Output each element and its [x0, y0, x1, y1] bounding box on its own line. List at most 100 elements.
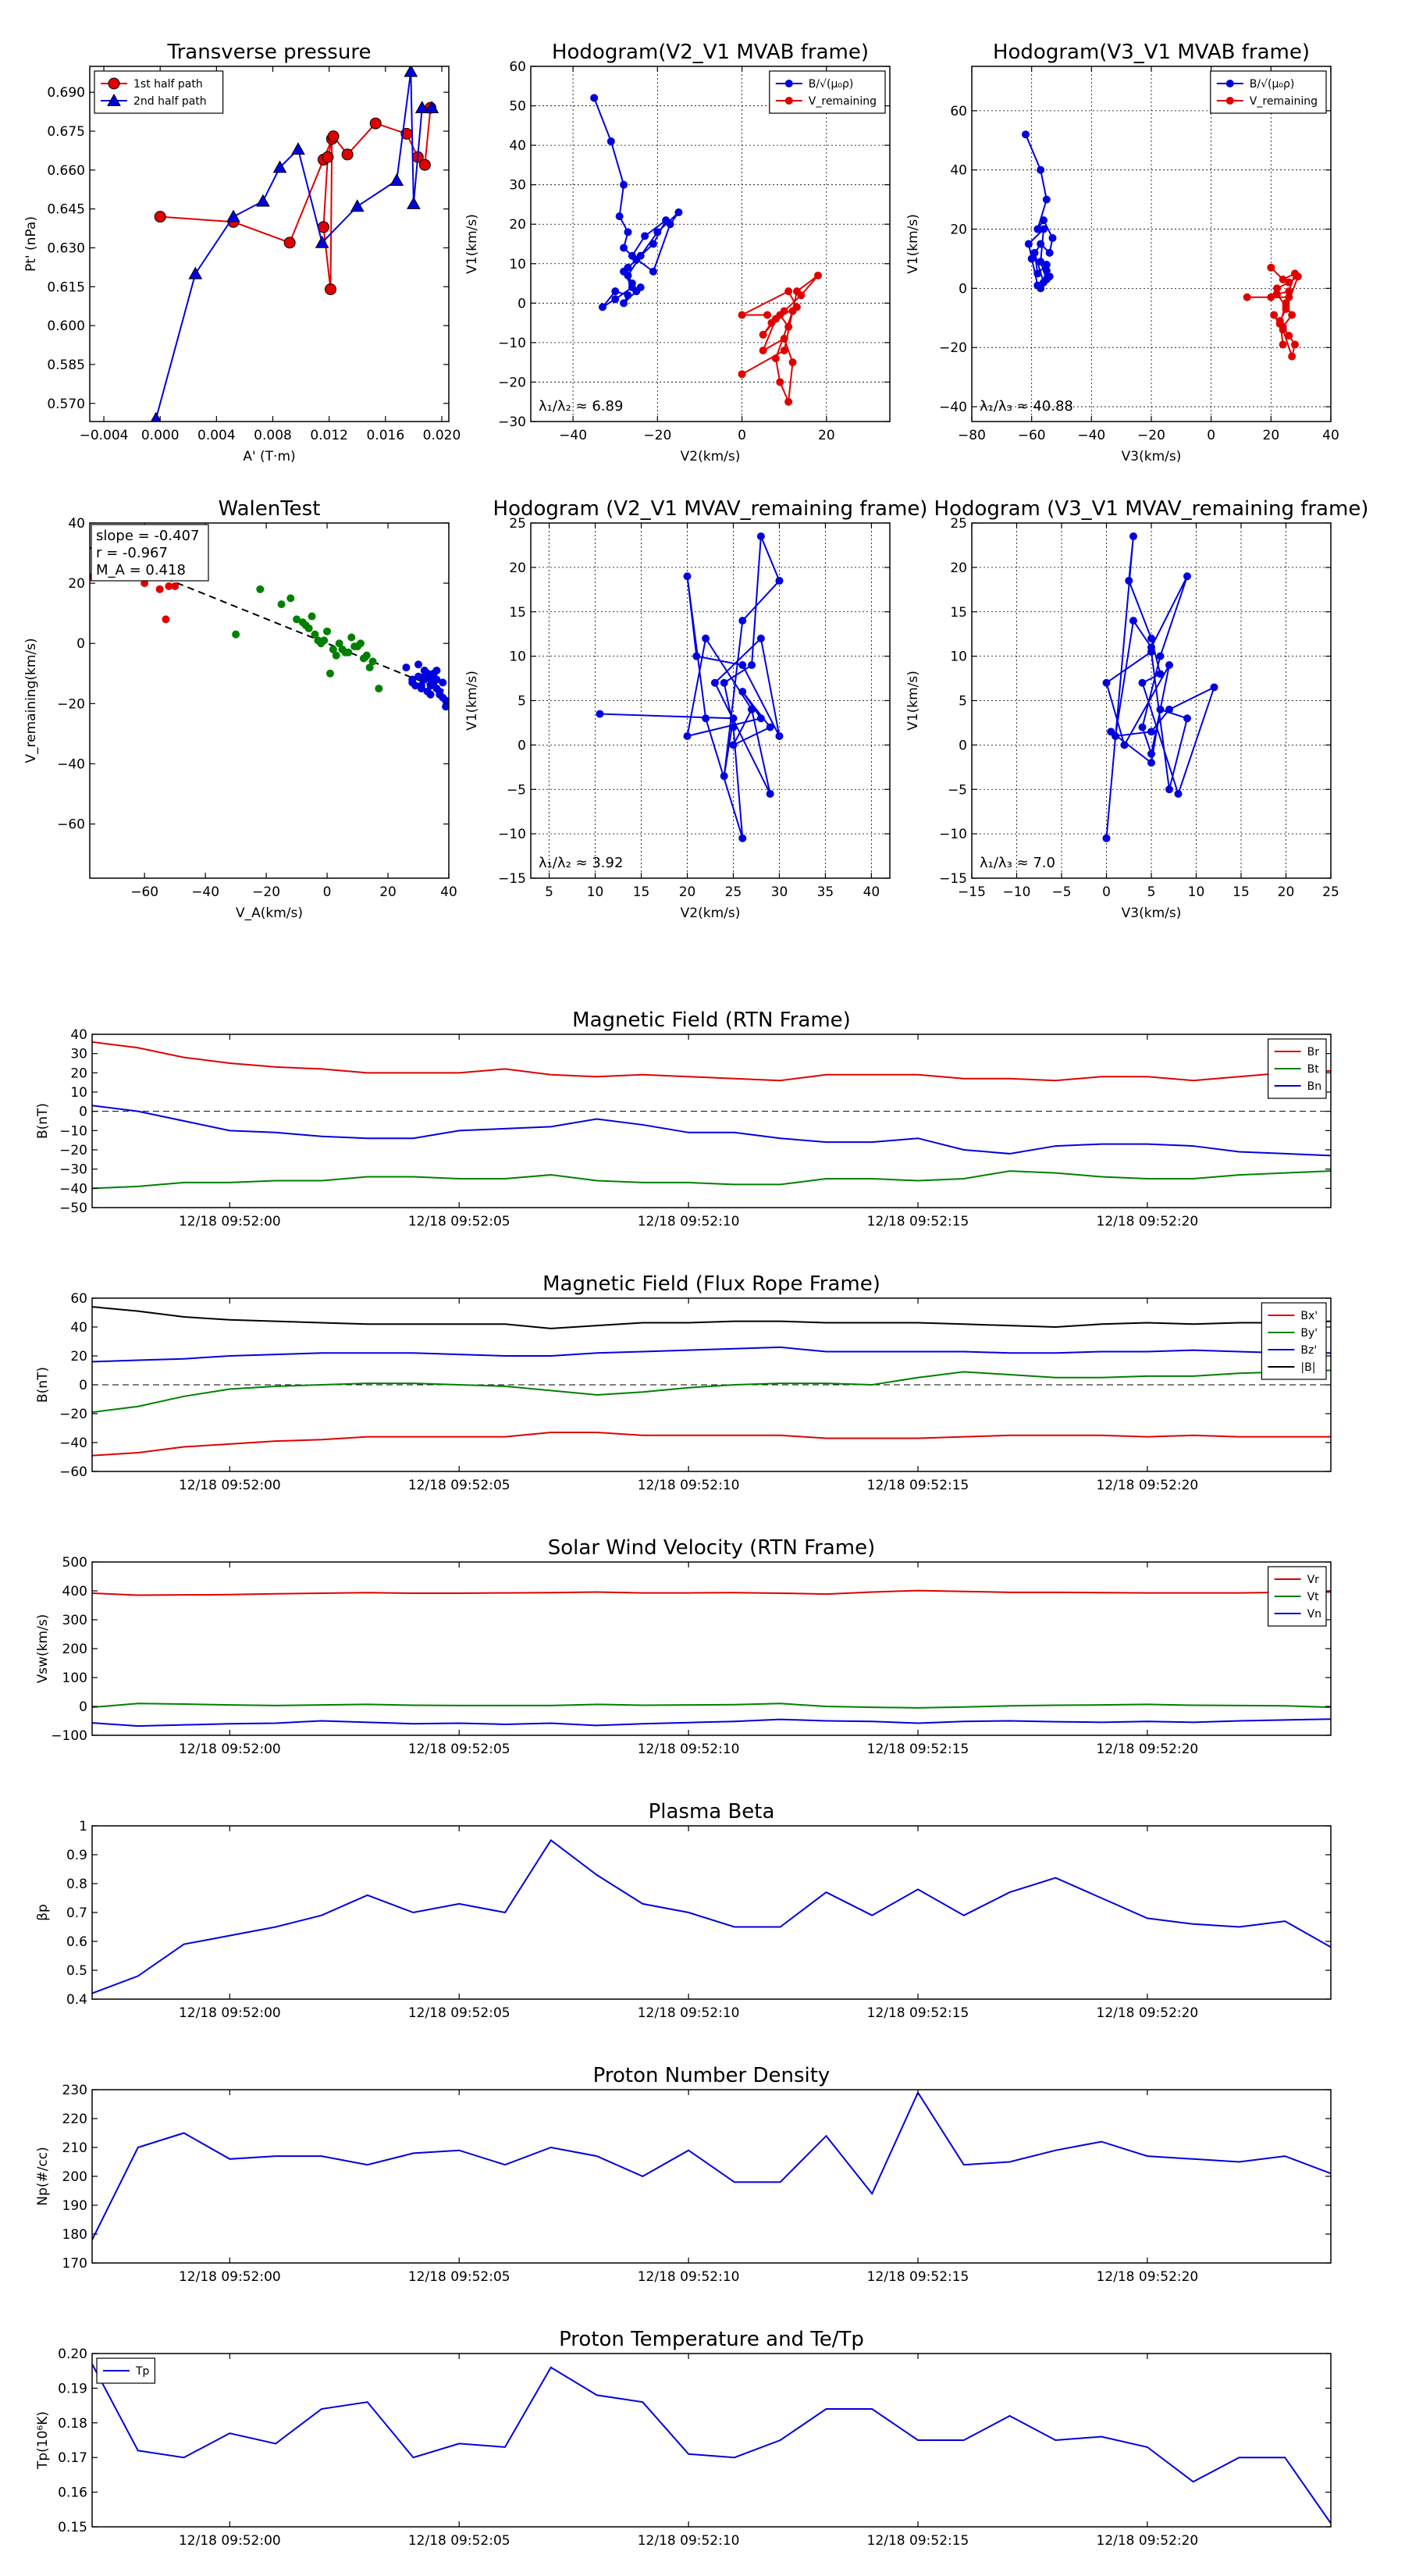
y-tick-label: −30: [498, 415, 526, 430]
x-tick-label: −20: [1137, 428, 1165, 443]
x-tick-label: 12/18 09:52:20: [1097, 1478, 1199, 1493]
series-1st half path: [154, 101, 437, 296]
legend-marker: [108, 77, 120, 90]
x-tick-label: 25: [1322, 884, 1339, 900]
legend-label: B/√(μ₀ρ): [1250, 78, 1295, 91]
data-point: [232, 630, 240, 639]
series-V_remaining: [738, 271, 822, 406]
data-point: [350, 199, 365, 212]
data-point: [1147, 634, 1155, 642]
y-tick-label: −20: [498, 375, 526, 390]
series-B/√(μ₀ρ): [590, 94, 683, 311]
plot-area: [92, 1041, 1331, 1190]
data-point: [1030, 248, 1039, 257]
data-point: [325, 669, 334, 678]
x-tick-label: 0.008: [254, 428, 292, 443]
chart-title: Magnetic Field (RTN Frame): [572, 1009, 851, 1032]
x-tick-label: 15: [1232, 884, 1250, 900]
data-point: [171, 582, 180, 590]
data-point: [323, 627, 332, 635]
data-point: [776, 378, 784, 386]
data-point: [636, 283, 645, 292]
legend-marker: [107, 93, 121, 106]
y-tick-label: 30: [70, 1047, 87, 1062]
y-tick-label: 0.9: [66, 1848, 87, 1863]
data-point: [404, 66, 418, 77]
x-tick-label: 12/18 09:52:00: [179, 2533, 281, 2549]
x-tick-label: 12/18 09:52:20: [1097, 2005, 1199, 2021]
y-tick-label: 0: [79, 1378, 87, 1393]
data-point: [692, 652, 701, 660]
series-Bx': [92, 1432, 1331, 1457]
data-point: [771, 354, 780, 363]
series-line-1st half path: [160, 108, 432, 290]
chart-title: WalenTest: [219, 497, 321, 521]
x-tick-label: 15: [633, 884, 650, 900]
series-Vr: [92, 1589, 1331, 1596]
y-tick-label: −20: [57, 696, 85, 712]
data-point: [599, 303, 606, 311]
data-point: [1165, 785, 1173, 794]
data-point: [1147, 759, 1155, 767]
y-tick-label: −10: [498, 336, 526, 351]
data-point: [702, 714, 710, 723]
data-point: [414, 660, 423, 669]
data-point: [277, 600, 286, 609]
y-tick-label: 1: [79, 1819, 87, 1834]
legend-marker: [784, 80, 793, 87]
y-tick-label: 15: [509, 605, 526, 621]
y-tick-label: 190: [62, 2198, 87, 2214]
y-tick-label: 20: [68, 576, 85, 592]
x-tick-label: 12/18 09:52:15: [867, 1478, 969, 1493]
series-line-Bz': [92, 1346, 1331, 1363]
series-line-Bt: [92, 1170, 1331, 1190]
y-axis-label: V_remaining(km/s): [23, 638, 39, 763]
data-point: [417, 685, 425, 693]
x-tick-label: 20: [1278, 884, 1295, 900]
x-tick-label: 12/18 09:52:20: [1097, 2269, 1199, 2285]
data-point: [1037, 165, 1045, 174]
data-point: [426, 690, 435, 699]
series-line-Br: [92, 1041, 1331, 1082]
data-point: [1129, 532, 1137, 541]
y-tick-label: 210: [62, 2140, 87, 2156]
y-tick-label: 100: [62, 1670, 87, 1686]
chart-title: Hodogram (V3_V1 MVAV_remaining frame): [934, 497, 1369, 521]
y-tick-label: 0.645: [47, 202, 85, 218]
chart-tp: Proton Temperature and Te/Tp 12/18 09:52:…: [35, 2328, 1332, 2549]
data-point: [293, 615, 301, 624]
y-tick-label: 0: [518, 738, 526, 753]
x-tick-label: 12/18 09:52:05: [408, 1214, 510, 1229]
data-point: [1037, 240, 1045, 248]
plot-area: [90, 546, 449, 711]
y-tick-label: −15: [498, 871, 526, 887]
y-tick-label: 50: [509, 99, 526, 115]
chart-h3: Hodogram (V2_V1 MVAV_remaining frame) 5 10…: [464, 497, 927, 921]
plot-frame: [91, 1034, 1332, 1208]
data-point: [1033, 281, 1042, 290]
legend: B/√(μ₀ρ) V_remaining: [769, 70, 886, 114]
y-tick-label: 300: [62, 1613, 87, 1628]
data-point: [615, 212, 624, 221]
data-point: [1279, 340, 1287, 349]
plot-frame: [91, 2089, 1332, 2264]
data-point: [683, 572, 692, 581]
series-line-V: [599, 535, 781, 839]
series-line-βp: [92, 1839, 1331, 1994]
data-point: [1042, 195, 1051, 204]
x-tick-label: 5: [1147, 884, 1156, 900]
x-tick-label: 12/18 09:52:05: [408, 2533, 510, 2549]
series-V: [1102, 532, 1218, 842]
chart-title: Hodogram (V2_V1 MVAV_remaining frame): [493, 497, 928, 521]
data-point: [649, 267, 657, 276]
data-point: [439, 678, 447, 687]
data-point: [432, 675, 441, 684]
y-tick-label: −40: [59, 1436, 87, 1451]
y-tick-label: 0.660: [47, 163, 85, 179]
x-tick-label: 12/18 09:52:10: [638, 1478, 740, 1493]
plot-area: [1102, 532, 1218, 842]
data-point: [1270, 311, 1279, 319]
data-point: [1138, 723, 1147, 731]
x-tick-label: 20: [818, 428, 835, 443]
x-tick-label: 35: [817, 884, 834, 900]
